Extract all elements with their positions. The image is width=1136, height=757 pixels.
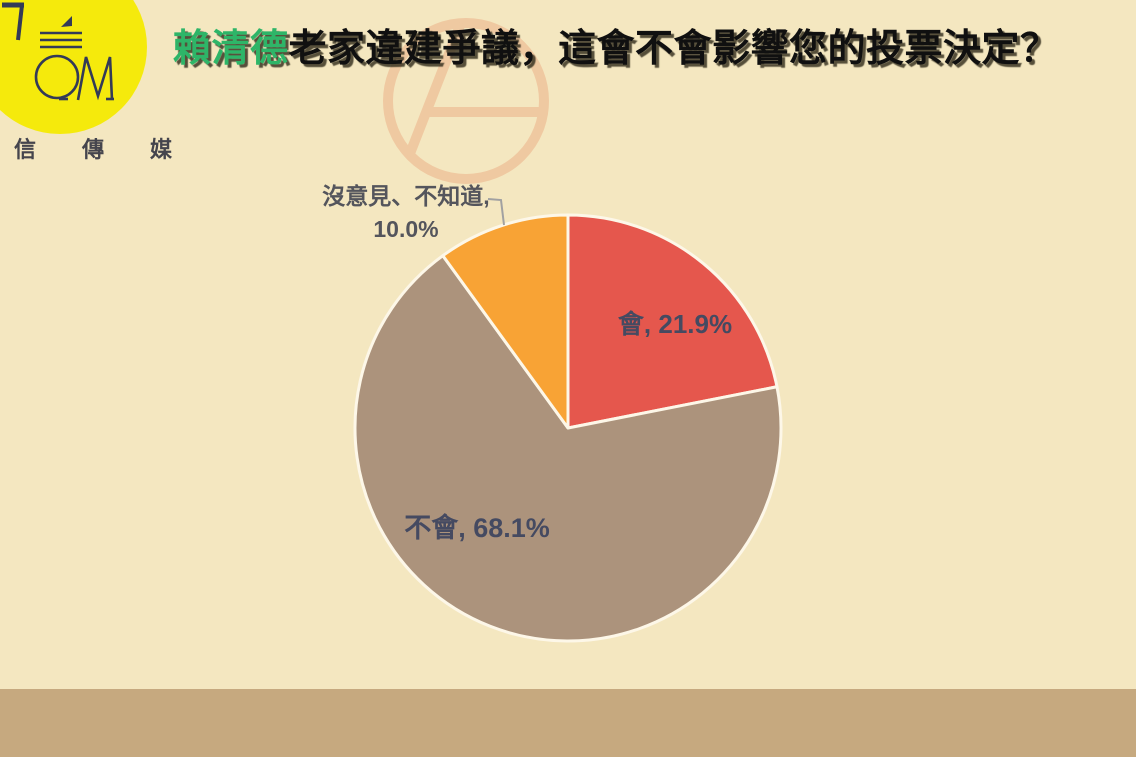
vote-stamp-icon: [383, 18, 549, 184]
pie-label-no-opinion: 沒意見、不知道, 10.0%: [300, 180, 512, 247]
pie-slice-會: [566, 213, 779, 430]
pie-chart: [353, 213, 783, 643]
pie-label-buhui: 不會, 68.1%: [404, 513, 550, 543]
label-leader-line: [487, 198, 505, 226]
pie-slice-不會: [353, 254, 783, 643]
page-title-highlight: 賴清德: [173, 28, 289, 70]
footer-bar: [0, 689, 1136, 757]
pie-label-hui: 會, 21.9%: [617, 309, 733, 339]
pie-slice-沒意見、不知道: [441, 213, 570, 430]
page-title: 賴清德老家違建爭議，這會不會影響您的投票決定？: [173, 26, 1123, 74]
cm-monogram-icon: [2, 2, 114, 101]
brand-name: 信傳媒: [14, 137, 219, 162]
pie-label-no-opinion-line1: 沒意見、不知道,: [322, 183, 490, 209]
page-title-rest: 老家違建爭議，這會不會影響您的投票決定？: [288, 28, 1059, 70]
pie-label-no-opinion-line2: 10.0%: [373, 216, 439, 243]
